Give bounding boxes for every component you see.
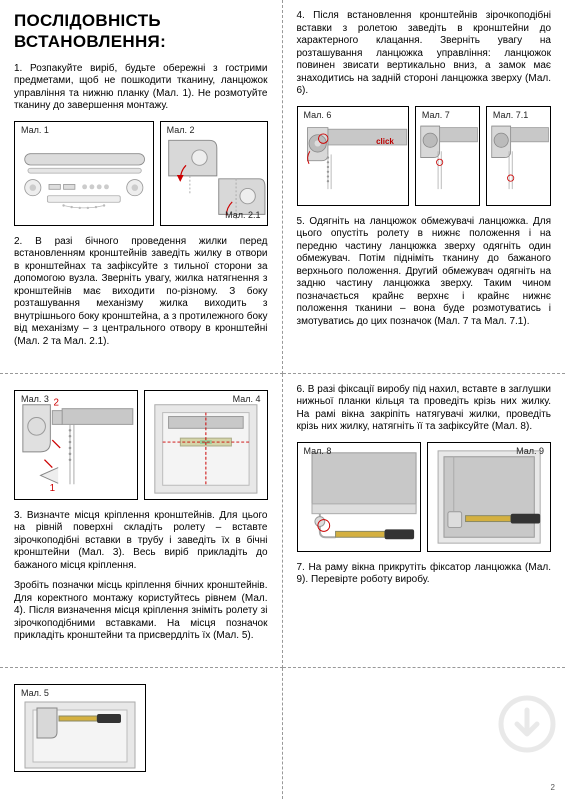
svg-text:2: 2 bbox=[54, 397, 59, 408]
figure-6: Мал. 6 click bbox=[297, 106, 409, 206]
fig-label: Мал. 2 bbox=[167, 125, 195, 136]
page-number: 2 bbox=[551, 783, 555, 793]
para-6: 6. В разі фіксації виробу під нахил, вст… bbox=[297, 384, 552, 434]
fig-label: Мал. 9 bbox=[516, 446, 544, 457]
figure-1: Мал. 1 bbox=[14, 121, 154, 226]
para-3b: Зробіть позначки місць кріплення бічних … bbox=[14, 580, 268, 643]
fig-label: Мал. 2.1 bbox=[225, 210, 260, 221]
figure-71: Мал. 7.1 bbox=[486, 106, 551, 206]
figure-7: Мал. 7 bbox=[415, 106, 480, 206]
para-3a: 3. Визначте місця кріплення кронштейнів.… bbox=[14, 510, 268, 573]
figure-3: Мал. 3 2 1 bbox=[14, 390, 138, 500]
para-1: 1. Розпакуйте виріб, будьте обережні з г… bbox=[14, 63, 268, 113]
click-label: click bbox=[376, 137, 394, 147]
figure-2: Мал. 2 Мал. 2.1 bbox=[160, 121, 268, 226]
fig-label: Мал. 8 bbox=[304, 446, 332, 457]
para-2: 2. В разі бічного проведення жилки перед… bbox=[14, 236, 268, 349]
para-4: 4. Після встановлення кронштейнів зірочк… bbox=[297, 10, 552, 98]
fig-label: Мал. 3 bbox=[21, 394, 49, 405]
figure-8: Мал. 8 bbox=[297, 442, 421, 552]
fig-label: Мал. 7.1 bbox=[493, 110, 528, 121]
page-title: ПОСЛІДОВНІСТЬ ВСТАНОВЛЕННЯ: bbox=[14, 10, 268, 53]
para-5: 5. Одягніть на ланцюжок обмежувачі ланцю… bbox=[297, 216, 552, 329]
para-7: 7. На раму вікна прикрутіть фіксатор лан… bbox=[297, 562, 552, 587]
figure-4: Мал. 4 bbox=[144, 390, 268, 500]
fig-label: Мал. 4 bbox=[233, 394, 261, 405]
fig-label: Мал. 5 bbox=[21, 688, 49, 699]
fig-label: Мал. 7 bbox=[422, 110, 450, 121]
figure-5: Мал. 5 bbox=[14, 684, 146, 772]
fig-label: Мал. 1 bbox=[21, 125, 49, 136]
figure-9: Мал. 9 bbox=[427, 442, 551, 552]
fig-label: Мал. 6 bbox=[304, 110, 332, 121]
svg-text:1: 1 bbox=[50, 483, 55, 494]
